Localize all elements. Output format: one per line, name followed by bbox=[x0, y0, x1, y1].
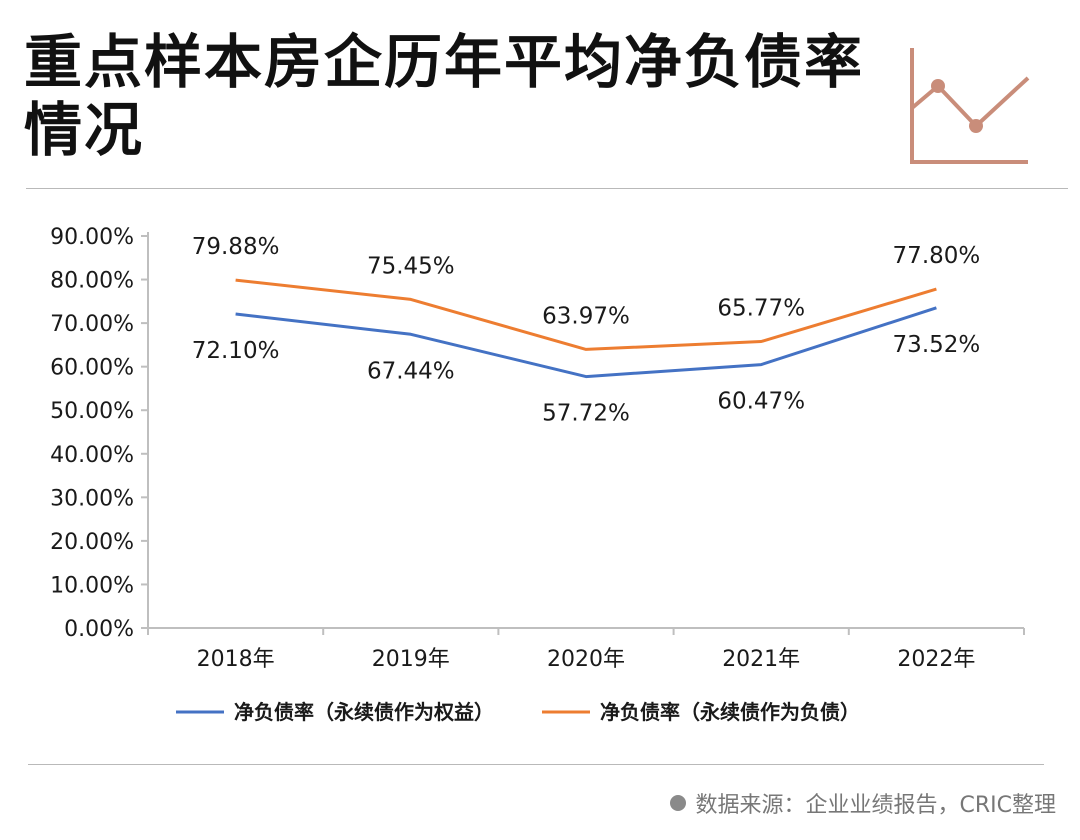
y-tick-label: 10.00% bbox=[50, 573, 134, 598]
y-tick-label: 90.00% bbox=[50, 225, 134, 250]
line-chart-icon bbox=[910, 48, 1030, 164]
source-text: 数据来源：企业业绩报告，CRIC整理 bbox=[695, 793, 1057, 818]
line-chart-icon-dot bbox=[931, 79, 945, 93]
y-tick-label: 50.00% bbox=[50, 399, 134, 424]
series-line-2 bbox=[235, 278, 937, 351]
y-tick-label: 70.00% bbox=[50, 312, 134, 337]
data-label-blue: 73.52% bbox=[893, 332, 981, 358]
source-note: 数据来源：企业业绩报告，CRIC整理 bbox=[669, 787, 1057, 819]
data-label-blue: 72.10% bbox=[192, 338, 280, 364]
y-tick-label: 30.00% bbox=[50, 486, 134, 511]
x-tick-label: 2022年 bbox=[897, 647, 975, 672]
data-label-orange: 77.80% bbox=[893, 243, 981, 269]
x-tick-label: 2021年 bbox=[722, 647, 800, 672]
x-tick-label: 2018年 bbox=[197, 647, 275, 672]
data-label-blue: 67.44% bbox=[367, 358, 455, 384]
data-label-blue: 57.72% bbox=[542, 401, 630, 427]
data-label-orange: 79.88% bbox=[192, 234, 280, 260]
legend-label-2: 净负债率（永续债作为负债） bbox=[600, 700, 860, 724]
legend-label-1: 净负债率（永续债作为权益） bbox=[234, 700, 494, 724]
series-line-1 bbox=[235, 306, 937, 379]
x-tick-label: 2020年 bbox=[547, 647, 625, 672]
y-tick-label: 40.00% bbox=[50, 443, 134, 468]
line-chart-icon-axes bbox=[910, 48, 1028, 164]
footer-divider bbox=[28, 764, 1044, 765]
y-tick-label: 20.00% bbox=[50, 530, 134, 555]
y-tick-label: 60.00% bbox=[50, 356, 134, 381]
data-label-blue: 60.47% bbox=[717, 389, 805, 415]
data-label-orange: 75.45% bbox=[367, 253, 455, 279]
line-chart-icon-line bbox=[910, 76, 1030, 128]
page-title: 重点样本房企历年平均净负债率情况 bbox=[24, 28, 865, 164]
bullet-icon bbox=[669, 795, 686, 811]
line-chart: 0.00% 10.00% 20.00% 30.00% 40.00% 50.00% 60.00… bbox=[50, 225, 1025, 724]
y-tick-label: 80.00% bbox=[50, 269, 134, 294]
line-chart-icon-dot bbox=[969, 119, 983, 133]
title-divider bbox=[26, 188, 1068, 189]
data-label-orange: 63.97% bbox=[542, 303, 630, 329]
x-tick-label: 2019年 bbox=[372, 647, 450, 672]
y-tick-label: 0.00% bbox=[64, 617, 134, 642]
data-label-orange: 65.77% bbox=[717, 296, 805, 322]
